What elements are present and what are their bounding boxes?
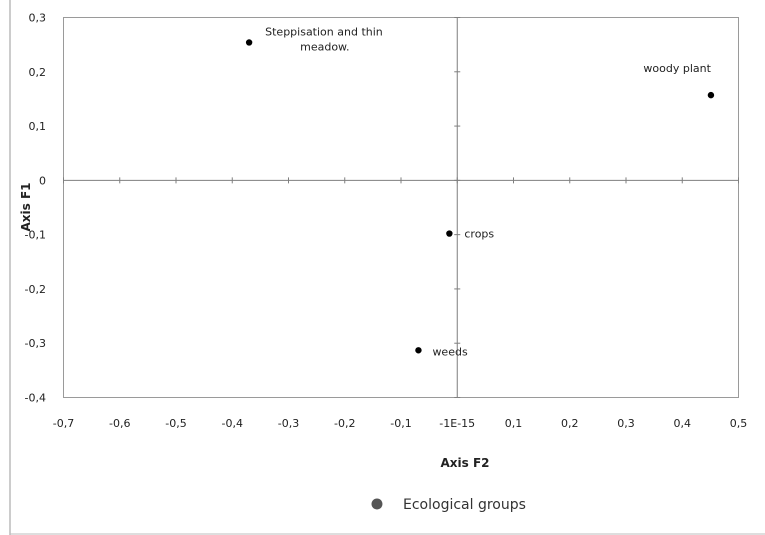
x-tick-label: -0,6 bbox=[109, 417, 130, 430]
data-point-label-line: woody plant bbox=[643, 62, 711, 75]
tick-labels: -0,7 -0,6 -0,5 -0,4 -0,3 -0,2 -0,1 -1E-15 0,1 0,2… bbox=[25, 12, 748, 431]
x-tick-label: -0,7 bbox=[53, 417, 74, 430]
data-point-label: Steppisation and thin meadow. bbox=[265, 25, 383, 53]
data-point-label-line: Steppisation and thin bbox=[265, 25, 383, 38]
y-tick-label: 0,3 bbox=[29, 12, 47, 25]
data-point-label: crops bbox=[464, 228, 494, 241]
x-tick-label: 0,5 bbox=[730, 417, 748, 430]
legend-label: Ecological groups bbox=[403, 497, 526, 513]
y-tick-label: -0,1 bbox=[25, 229, 46, 242]
data-point bbox=[446, 230, 453, 237]
x-tick-label: 0,4 bbox=[674, 417, 692, 430]
axes bbox=[63, 17, 739, 398]
x-tick-label: 0,3 bbox=[617, 417, 635, 430]
data-point-label-line: weeds bbox=[432, 345, 468, 358]
x-tick-label: 0,2 bbox=[561, 417, 579, 430]
x-tick-label: -0,3 bbox=[278, 417, 299, 430]
x-axis-title: Axis F2 bbox=[440, 456, 489, 470]
x-tick-label: 0,1 bbox=[505, 417, 523, 430]
data-point-label: woody plant bbox=[643, 62, 711, 75]
y-tick-label: 0,2 bbox=[29, 66, 47, 79]
x-tick-label: -0,1 bbox=[390, 417, 411, 430]
data-point-label: weeds bbox=[432, 345, 468, 358]
x-tick-label: -1E-15 bbox=[439, 417, 475, 430]
y-tick-label: 0 bbox=[39, 174, 46, 187]
data-point-label-line: crops bbox=[464, 228, 494, 241]
data-points: Steppisation and thin meadow. woody plant c… bbox=[245, 25, 715, 358]
x-tick-label: -0,2 bbox=[334, 417, 355, 430]
plot-area bbox=[63, 17, 739, 398]
data-point bbox=[707, 91, 715, 99]
y-tick-label: -0,2 bbox=[25, 283, 46, 296]
legend: Ecological groups bbox=[371, 497, 526, 513]
y-tick-label: 0,1 bbox=[29, 120, 47, 133]
data-point bbox=[245, 39, 253, 46]
legend-marker bbox=[371, 498, 383, 510]
y-tick-label: -0,3 bbox=[25, 337, 46, 350]
data-point bbox=[415, 347, 422, 354]
y-axis-title: Axis F1 bbox=[19, 182, 33, 231]
y-tick-label: -0,4 bbox=[25, 392, 46, 405]
x-tick-label: -0,4 bbox=[222, 417, 243, 430]
x-tick-label: -0,5 bbox=[165, 417, 186, 430]
data-point-label-line: meadow. bbox=[300, 40, 349, 53]
